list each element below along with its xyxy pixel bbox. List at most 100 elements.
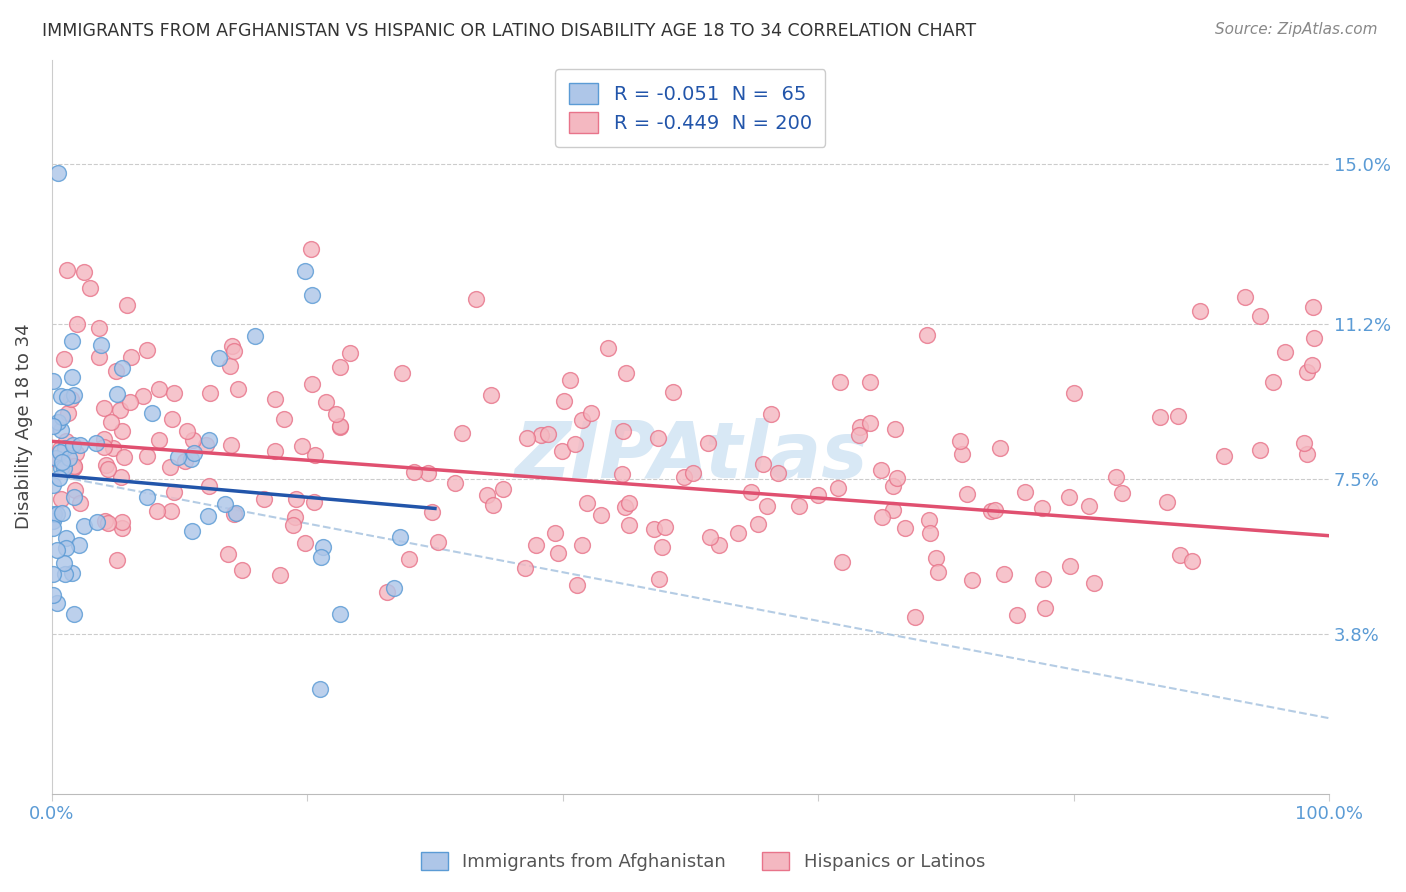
- Point: [93, 432, 115, 446]
- Point: [49, 389, 72, 403]
- Legend: R = -0.051  N =  65, R = -0.449  N = 200: R = -0.051 N = 65, R = -0.449 N = 200: [555, 70, 825, 146]
- Point: [53, 556, 76, 570]
- Point: [294, 536, 316, 550]
- Point: [221, 339, 243, 353]
- Point: [1263, 376, 1285, 390]
- Point: [547, 545, 569, 559]
- Point: [727, 526, 749, 541]
- Point: [49, 423, 72, 437]
- Point: [1111, 486, 1133, 500]
- Point: [269, 567, 291, 582]
- Point: [53, 441, 76, 455]
- Point: [553, 393, 575, 408]
- Point: [613, 500, 636, 514]
- Point: [859, 417, 882, 431]
- Point: [482, 498, 505, 512]
- Point: [558, 373, 581, 387]
- Point: [160, 504, 183, 518]
- Point: [65, 483, 87, 497]
- Point: [740, 485, 762, 500]
- Point: [148, 433, 170, 447]
- Point: [377, 585, 399, 599]
- Point: [97, 462, 120, 476]
- Point: [46, 415, 69, 429]
- Point: [699, 530, 721, 544]
- Point: [48, 442, 70, 456]
- Point: [136, 490, 159, 504]
- Point: [882, 479, 904, 493]
- Point: [42, 567, 65, 582]
- Point: [136, 343, 159, 357]
- Point: [1063, 386, 1085, 401]
- Point: [56, 263, 79, 277]
- Point: [120, 395, 142, 409]
- Point: [299, 242, 322, 256]
- Point: [402, 465, 425, 479]
- Point: [1294, 435, 1316, 450]
- Point: [329, 359, 352, 374]
- Point: [571, 538, 593, 552]
- Point: [60, 334, 83, 349]
- Point: [516, 431, 538, 445]
- Point: [950, 447, 973, 461]
- Point: [309, 549, 332, 564]
- Point: [105, 387, 128, 401]
- Point: [886, 471, 908, 485]
- Point: [111, 425, 134, 439]
- Point: [180, 451, 202, 466]
- Point: [93, 401, 115, 416]
- Point: [226, 382, 249, 396]
- Point: [1059, 558, 1081, 573]
- Point: [1077, 499, 1099, 513]
- Point: [87, 351, 110, 365]
- Point: [315, 395, 337, 409]
- Point: [79, 281, 101, 295]
- Point: [768, 466, 790, 480]
- Point: [451, 426, 474, 441]
- Text: ZIPAtlas: ZIPAtlas: [513, 418, 868, 494]
- Point: [787, 500, 810, 514]
- Point: [65, 446, 87, 460]
- Point: [329, 420, 352, 434]
- Point: [45, 452, 67, 467]
- Point: [301, 288, 323, 302]
- Point: [208, 351, 231, 366]
- Point: [1302, 300, 1324, 314]
- Point: [273, 412, 295, 426]
- Point: [830, 375, 852, 389]
- Point: [46, 596, 69, 610]
- Point: [103, 441, 125, 455]
- Point: [513, 560, 536, 574]
- Point: [49, 444, 72, 458]
- Point: [661, 385, 683, 400]
- Point: [66, 317, 89, 331]
- Point: [980, 503, 1002, 517]
- Point: [544, 526, 567, 541]
- Text: IMMIGRANTS FROM AFGHANISTAN VS HISPANIC OR LATINO DISABILITY AGE 18 TO 34 CORREL: IMMIGRANTS FROM AFGHANISTAN VS HISPANIC …: [42, 22, 976, 40]
- Point: [42, 588, 65, 602]
- Point: [62, 607, 84, 622]
- Point: [222, 343, 245, 358]
- Point: [426, 535, 449, 549]
- Point: [60, 392, 83, 407]
- Point: [647, 431, 669, 445]
- Point: [49, 460, 72, 475]
- Point: [104, 363, 127, 377]
- Point: [418, 466, 440, 480]
- Point: [831, 555, 853, 569]
- Point: [167, 450, 190, 464]
- Point: [308, 681, 330, 696]
- Point: [94, 458, 117, 472]
- Point: [56, 406, 79, 420]
- Point: [132, 388, 155, 402]
- Point: [60, 369, 83, 384]
- Point: [141, 406, 163, 420]
- Point: [827, 481, 849, 495]
- Point: [97, 516, 120, 530]
- Point: [571, 412, 593, 426]
- Point: [231, 563, 253, 577]
- Point: [86, 515, 108, 529]
- Point: [146, 504, 169, 518]
- Point: [1296, 447, 1319, 461]
- Point: [51, 409, 73, 424]
